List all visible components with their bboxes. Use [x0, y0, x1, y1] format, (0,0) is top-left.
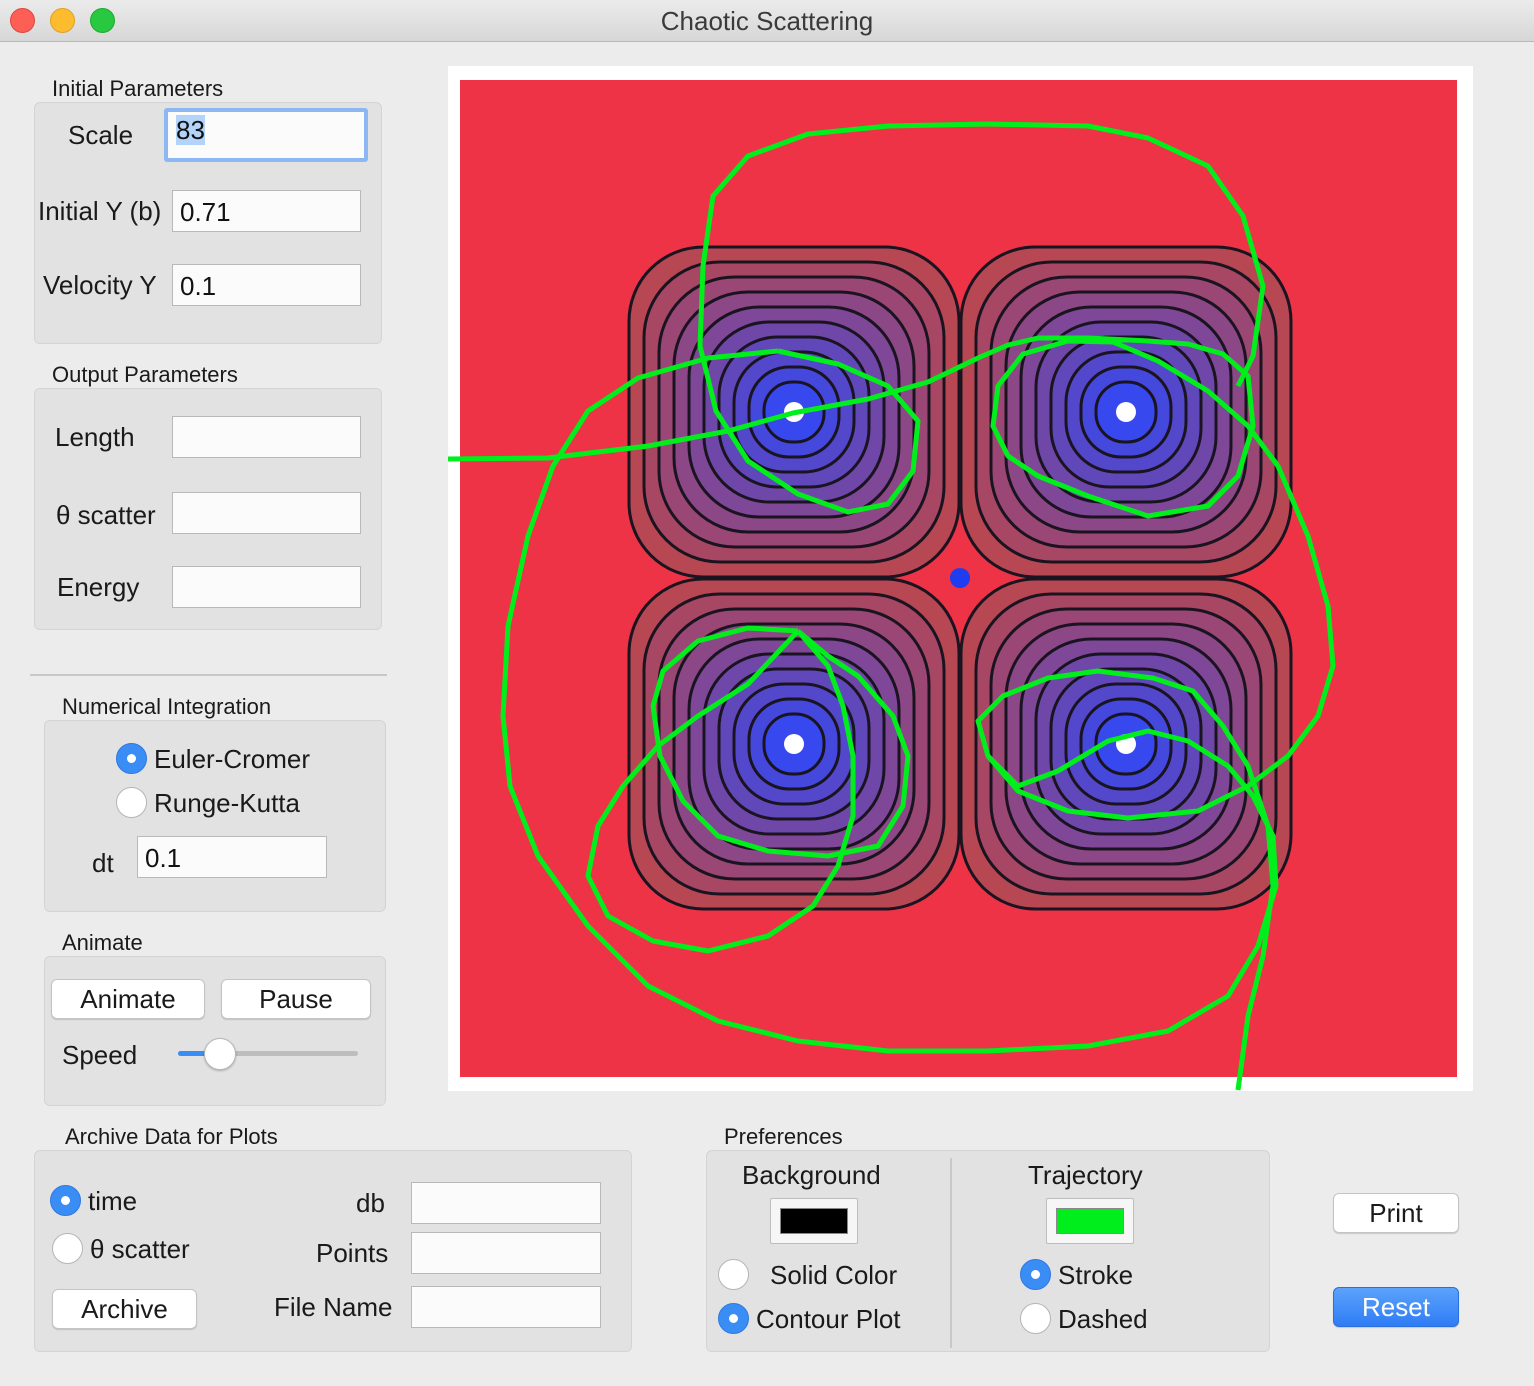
solid-color-radio[interactable] — [718, 1259, 749, 1290]
euler-cromer-radio[interactable] — [116, 743, 147, 774]
runge-kutta-radio[interactable] — [116, 787, 147, 818]
contour-plot-radio[interactable] — [718, 1303, 749, 1334]
potential-wells — [627, 245, 1293, 911]
contour-plot — [448, 80, 1457, 1091]
energy-field[interactable] — [172, 566, 361, 608]
contour-plot-label: Contour Plot — [756, 1304, 901, 1334]
potential-well-top-right — [959, 245, 1293, 579]
db-input[interactable] — [411, 1182, 601, 1224]
stroke-label: Stroke — [1058, 1260, 1134, 1290]
output-parameters-title: Output Parameters — [52, 362, 238, 387]
animate-title: Animate — [62, 930, 143, 955]
trajectory-color-swatch — [1056, 1208, 1124, 1234]
speed-slider-knob[interactable] — [204, 1038, 236, 1070]
speed-label: Speed — [62, 1040, 138, 1070]
background-color-swatch — [780, 1208, 848, 1234]
archive-title: Archive Data for Plots — [65, 1124, 278, 1149]
length-field[interactable] — [172, 416, 361, 458]
dt-input[interactable]: 0.1 — [137, 836, 327, 878]
speed-slider-fill — [178, 1051, 220, 1056]
preferences-divider — [950, 1158, 952, 1348]
well-center-marker — [784, 734, 804, 754]
runge-kutta-label: Runge-Kutta — [154, 788, 300, 818]
db-label: db — [356, 1188, 385, 1218]
zoom-window-button[interactable] — [90, 8, 115, 33]
trajectory-path — [448, 335, 1336, 1091]
velocity-y-label: Velocity Y — [43, 270, 157, 300]
background-label: Background — [742, 1160, 881, 1190]
preferences-title: Preferences — [724, 1124, 843, 1149]
points-label: Points — [316, 1238, 389, 1268]
pause-button[interactable]: Pause — [221, 979, 371, 1019]
background-color-well[interactable] — [770, 1198, 858, 1244]
plot-area — [448, 66, 1473, 1091]
trajectory-color-well[interactable] — [1046, 1198, 1134, 1244]
dt-label: dt — [92, 848, 114, 878]
divider — [30, 674, 387, 676]
numerical-integration-panel — [44, 720, 386, 912]
solid-color-label: Solid Color — [770, 1260, 898, 1290]
dashed-label: Dashed — [1058, 1304, 1148, 1334]
initial-y-label: Initial Y (b) — [38, 196, 162, 226]
file-name-label: File Name — [274, 1292, 393, 1322]
trajectory-label: Trajectory — [1028, 1160, 1143, 1190]
minimize-window-button[interactable] — [50, 8, 75, 33]
scale-input[interactable]: 83 — [164, 108, 368, 162]
speed-slider-track[interactable] — [178, 1051, 358, 1056]
theta-scatter-label: θ scatter — [56, 500, 156, 530]
reset-button[interactable]: Reset — [1333, 1287, 1459, 1327]
print-button[interactable]: Print — [1333, 1193, 1459, 1233]
preferences-panel — [706, 1150, 1270, 1352]
close-window-button[interactable] — [10, 8, 35, 33]
archive-button[interactable]: Archive — [52, 1289, 197, 1329]
initial-parameters-title: Initial Parameters — [52, 76, 224, 101]
length-label: Length — [55, 422, 135, 452]
points-input[interactable] — [411, 1232, 601, 1274]
numerical-integration-title: Numerical Integration — [62, 694, 272, 719]
theta-scatter-field[interactable] — [172, 492, 361, 534]
scale-label: Scale — [68, 120, 134, 150]
scale-value: 83 — [176, 115, 205, 145]
title-bar: Chaotic Scattering — [0, 0, 1534, 42]
potential-well-bottom-right — [959, 577, 1293, 911]
theta-scatter-radio[interactable] — [52, 1233, 83, 1264]
energy-label: Energy — [57, 572, 140, 602]
time-label: time — [88, 1186, 138, 1216]
time-radio[interactable] — [50, 1185, 81, 1216]
window-title: Chaotic Scattering — [660, 6, 874, 36]
euler-cromer-label: Euler-Cromer — [154, 744, 311, 774]
dashed-radio[interactable] — [1020, 1303, 1051, 1334]
well-center-marker — [1116, 402, 1136, 422]
theta-scatter-option-label: θ scatter — [90, 1234, 190, 1264]
stroke-radio[interactable] — [1020, 1259, 1051, 1290]
file-name-input[interactable] — [411, 1286, 601, 1328]
initial-y-input[interactable]: 0.71 — [172, 190, 361, 232]
animate-button[interactable]: Animate — [51, 979, 205, 1019]
velocity-y-input[interactable]: 0.1 — [172, 264, 361, 306]
trajectory-path-loops — [500, 121, 1279, 1054]
center-marker — [950, 568, 970, 588]
